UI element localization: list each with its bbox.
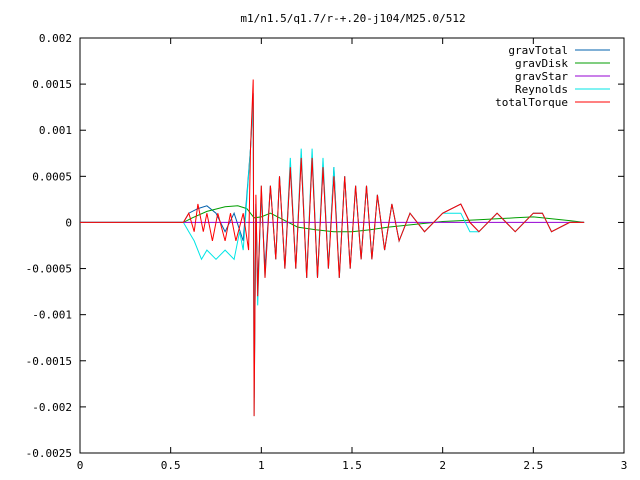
y-tick-label: 0.002 <box>39 32 72 45</box>
legend-label: gravTotal <box>508 44 568 57</box>
chart-title: m1/n1.5/q1.7/r-+.20-j104/M25.0/512 <box>240 12 465 25</box>
x-tick-label: 1 <box>258 459 265 472</box>
series-line-Reynolds <box>80 102 585 417</box>
x-tick-label: 2 <box>439 459 446 472</box>
y-tick-label: -0.001 <box>32 309 72 322</box>
x-tick-label: 1.5 <box>342 459 362 472</box>
y-tick-label: 0 <box>65 216 72 229</box>
y-tick-label: 0.0005 <box>32 170 72 183</box>
y-tick-label: 0.001 <box>39 124 72 137</box>
y-tick-label: -0.0015 <box>26 355 72 368</box>
x-tick-label: 0 <box>77 459 84 472</box>
legend-label: Reynolds <box>515 83 568 96</box>
legend-label: gravStar <box>515 70 568 83</box>
legend-label: gravDisk <box>515 57 568 70</box>
legend: gravTotalgravDiskgravStarReynoldstotalTo… <box>495 44 610 109</box>
y-tick-label: 0.0015 <box>32 78 72 91</box>
series-layer <box>80 79 585 417</box>
x-tick-label: 3 <box>621 459 628 472</box>
legend-label: totalTorque <box>495 96 568 109</box>
series-line-totalTorque <box>80 79 585 417</box>
y-tick-label: -0.0025 <box>26 447 72 460</box>
y-tick-label: -0.0005 <box>26 263 72 276</box>
x-tick-label: 0.5 <box>161 459 181 472</box>
y-tick-label: -0.002 <box>32 401 72 414</box>
series-line-gravTotal <box>80 93 585 398</box>
axes: 0 0.5 1 1.5 2 2.5 3 0.002 0.0015 0.001 0.0005 0 -0.0… <box>26 32 628 472</box>
series-line-gravDisk <box>80 205 585 233</box>
x-tick-label: 2.5 <box>523 459 543 472</box>
